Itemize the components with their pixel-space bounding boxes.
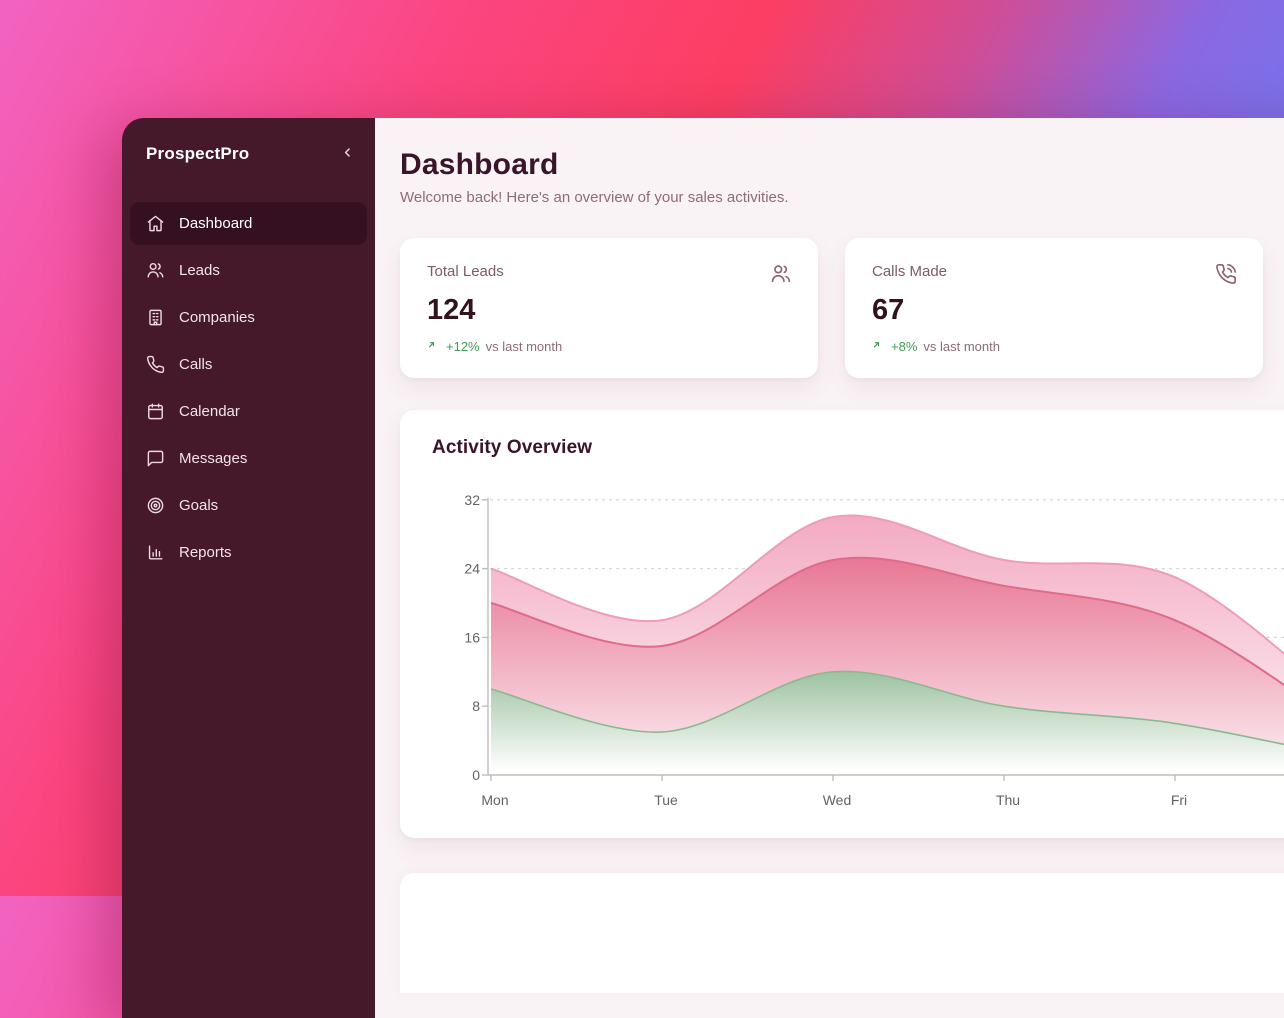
svg-text:32: 32 [464, 492, 480, 508]
svg-text:8: 8 [472, 698, 480, 714]
message-icon [146, 449, 165, 468]
chart-axes [482, 497, 1284, 781]
sidebar-item-calendar[interactable]: Calendar [130, 390, 367, 433]
sidebar-item-label: Calendar [179, 403, 240, 420]
stat-card-total-leads: Total Leads 124 +12% vs last month [400, 238, 818, 378]
svg-text:16: 16 [464, 629, 480, 645]
sidebar-item-label: Reports [179, 544, 232, 561]
home-icon [146, 214, 165, 233]
page-title: Dashboard [400, 148, 559, 181]
partial-bottom-card [400, 873, 1284, 993]
svg-text:Fri: Fri [1171, 792, 1187, 808]
stats-row: Total Leads 124 +12% vs last month Calls Mad… [400, 238, 1284, 378]
stat-delta: +12% vs last month [427, 339, 792, 354]
sidebar-item-messages[interactable]: Messages [130, 437, 367, 480]
sidebar-collapse-button[interactable] [335, 142, 359, 166]
sidebar-item-label: Companies [179, 309, 255, 326]
svg-text:Mon: Mon [481, 792, 508, 808]
sidebar-item-goals[interactable]: Goals [130, 484, 367, 527]
sidebar-item-label: Calls [179, 356, 213, 373]
sidebar: ProspectPro Dashboard Leads Companies Calls… [122, 118, 375, 1018]
activity-overview-card: Activity Overview 0 8 16 24 32 Mon Tue Wed Thu Fr… [400, 410, 1284, 838]
phone-icon [146, 355, 165, 374]
sidebar-item-label: Goals [179, 497, 219, 514]
sidebar-item-companies[interactable]: Companies [130, 296, 367, 339]
users-icon [146, 261, 165, 280]
calendar-icon [146, 402, 165, 421]
trend-up-icon [427, 340, 440, 353]
stat-card-calls-made: Calls Made 67 +8% vs last month [845, 238, 1263, 378]
sidebar-header: ProspectPro [130, 142, 367, 166]
stat-value: 124 [427, 294, 476, 326]
sidebar-nav: Dashboard Leads Companies Calls Calendar Mess… [130, 202, 367, 574]
sidebar-item-label: Messages [179, 450, 248, 467]
stat-card-header: Calls Made [872, 263, 1237, 285]
page-subtitle: Welcome back! Here's an overview of your… [400, 189, 789, 206]
building-icon [146, 308, 165, 327]
target-icon [146, 496, 165, 515]
chevron-left-icon [340, 145, 355, 163]
stat-card-header: Total Leads [427, 263, 792, 285]
stat-label: Total Leads [427, 263, 504, 280]
chart-area-series [490, 514, 1284, 775]
svg-text:Thu: Thu [996, 792, 1020, 808]
phone-call-icon [1215, 263, 1237, 285]
stat-value: 67 [872, 294, 905, 326]
stat-delta-percent: +12% [446, 339, 480, 354]
sidebar-item-dashboard[interactable]: Dashboard [130, 202, 367, 245]
sidebar-item-leads[interactable]: Leads [130, 249, 367, 292]
svg-text:Wed: Wed [823, 792, 852, 808]
sidebar-item-reports[interactable]: Reports [130, 531, 367, 574]
svg-text:0: 0 [472, 767, 480, 783]
main-content: Dashboard Welcome back! Here's an overvi… [375, 118, 1284, 1018]
svg-text:24: 24 [464, 561, 480, 577]
stat-delta-suffix: vs last month [485, 339, 563, 354]
sidebar-item-label: Dashboard [179, 215, 253, 232]
stat-delta-percent: +8% [891, 339, 918, 354]
app-window: ProspectPro Dashboard Leads Companies Calls… [122, 118, 1284, 1018]
trend-up-icon [872, 340, 885, 353]
bar-chart-icon [146, 543, 165, 562]
activity-overview-chart: 0 8 16 24 32 Mon Tue Wed Thu Fri [464, 492, 1284, 808]
app-title: ProspectPro [146, 144, 250, 163]
stat-label: Calls Made [872, 263, 948, 280]
stat-delta: +8% vs last month [872, 339, 1237, 354]
users-icon [770, 263, 792, 285]
svg-text:Tue: Tue [654, 792, 678, 808]
area-green-band [491, 671, 1284, 775]
chart-title: Activity Overview [432, 437, 593, 458]
sidebar-item-label: Leads [179, 262, 220, 279]
sidebar-item-calls[interactable]: Calls [130, 343, 367, 386]
chart-axis-labels: 0 8 16 24 32 Mon Tue Wed Thu Fri [464, 492, 1187, 808]
stat-delta-suffix: vs last month [923, 339, 1000, 354]
